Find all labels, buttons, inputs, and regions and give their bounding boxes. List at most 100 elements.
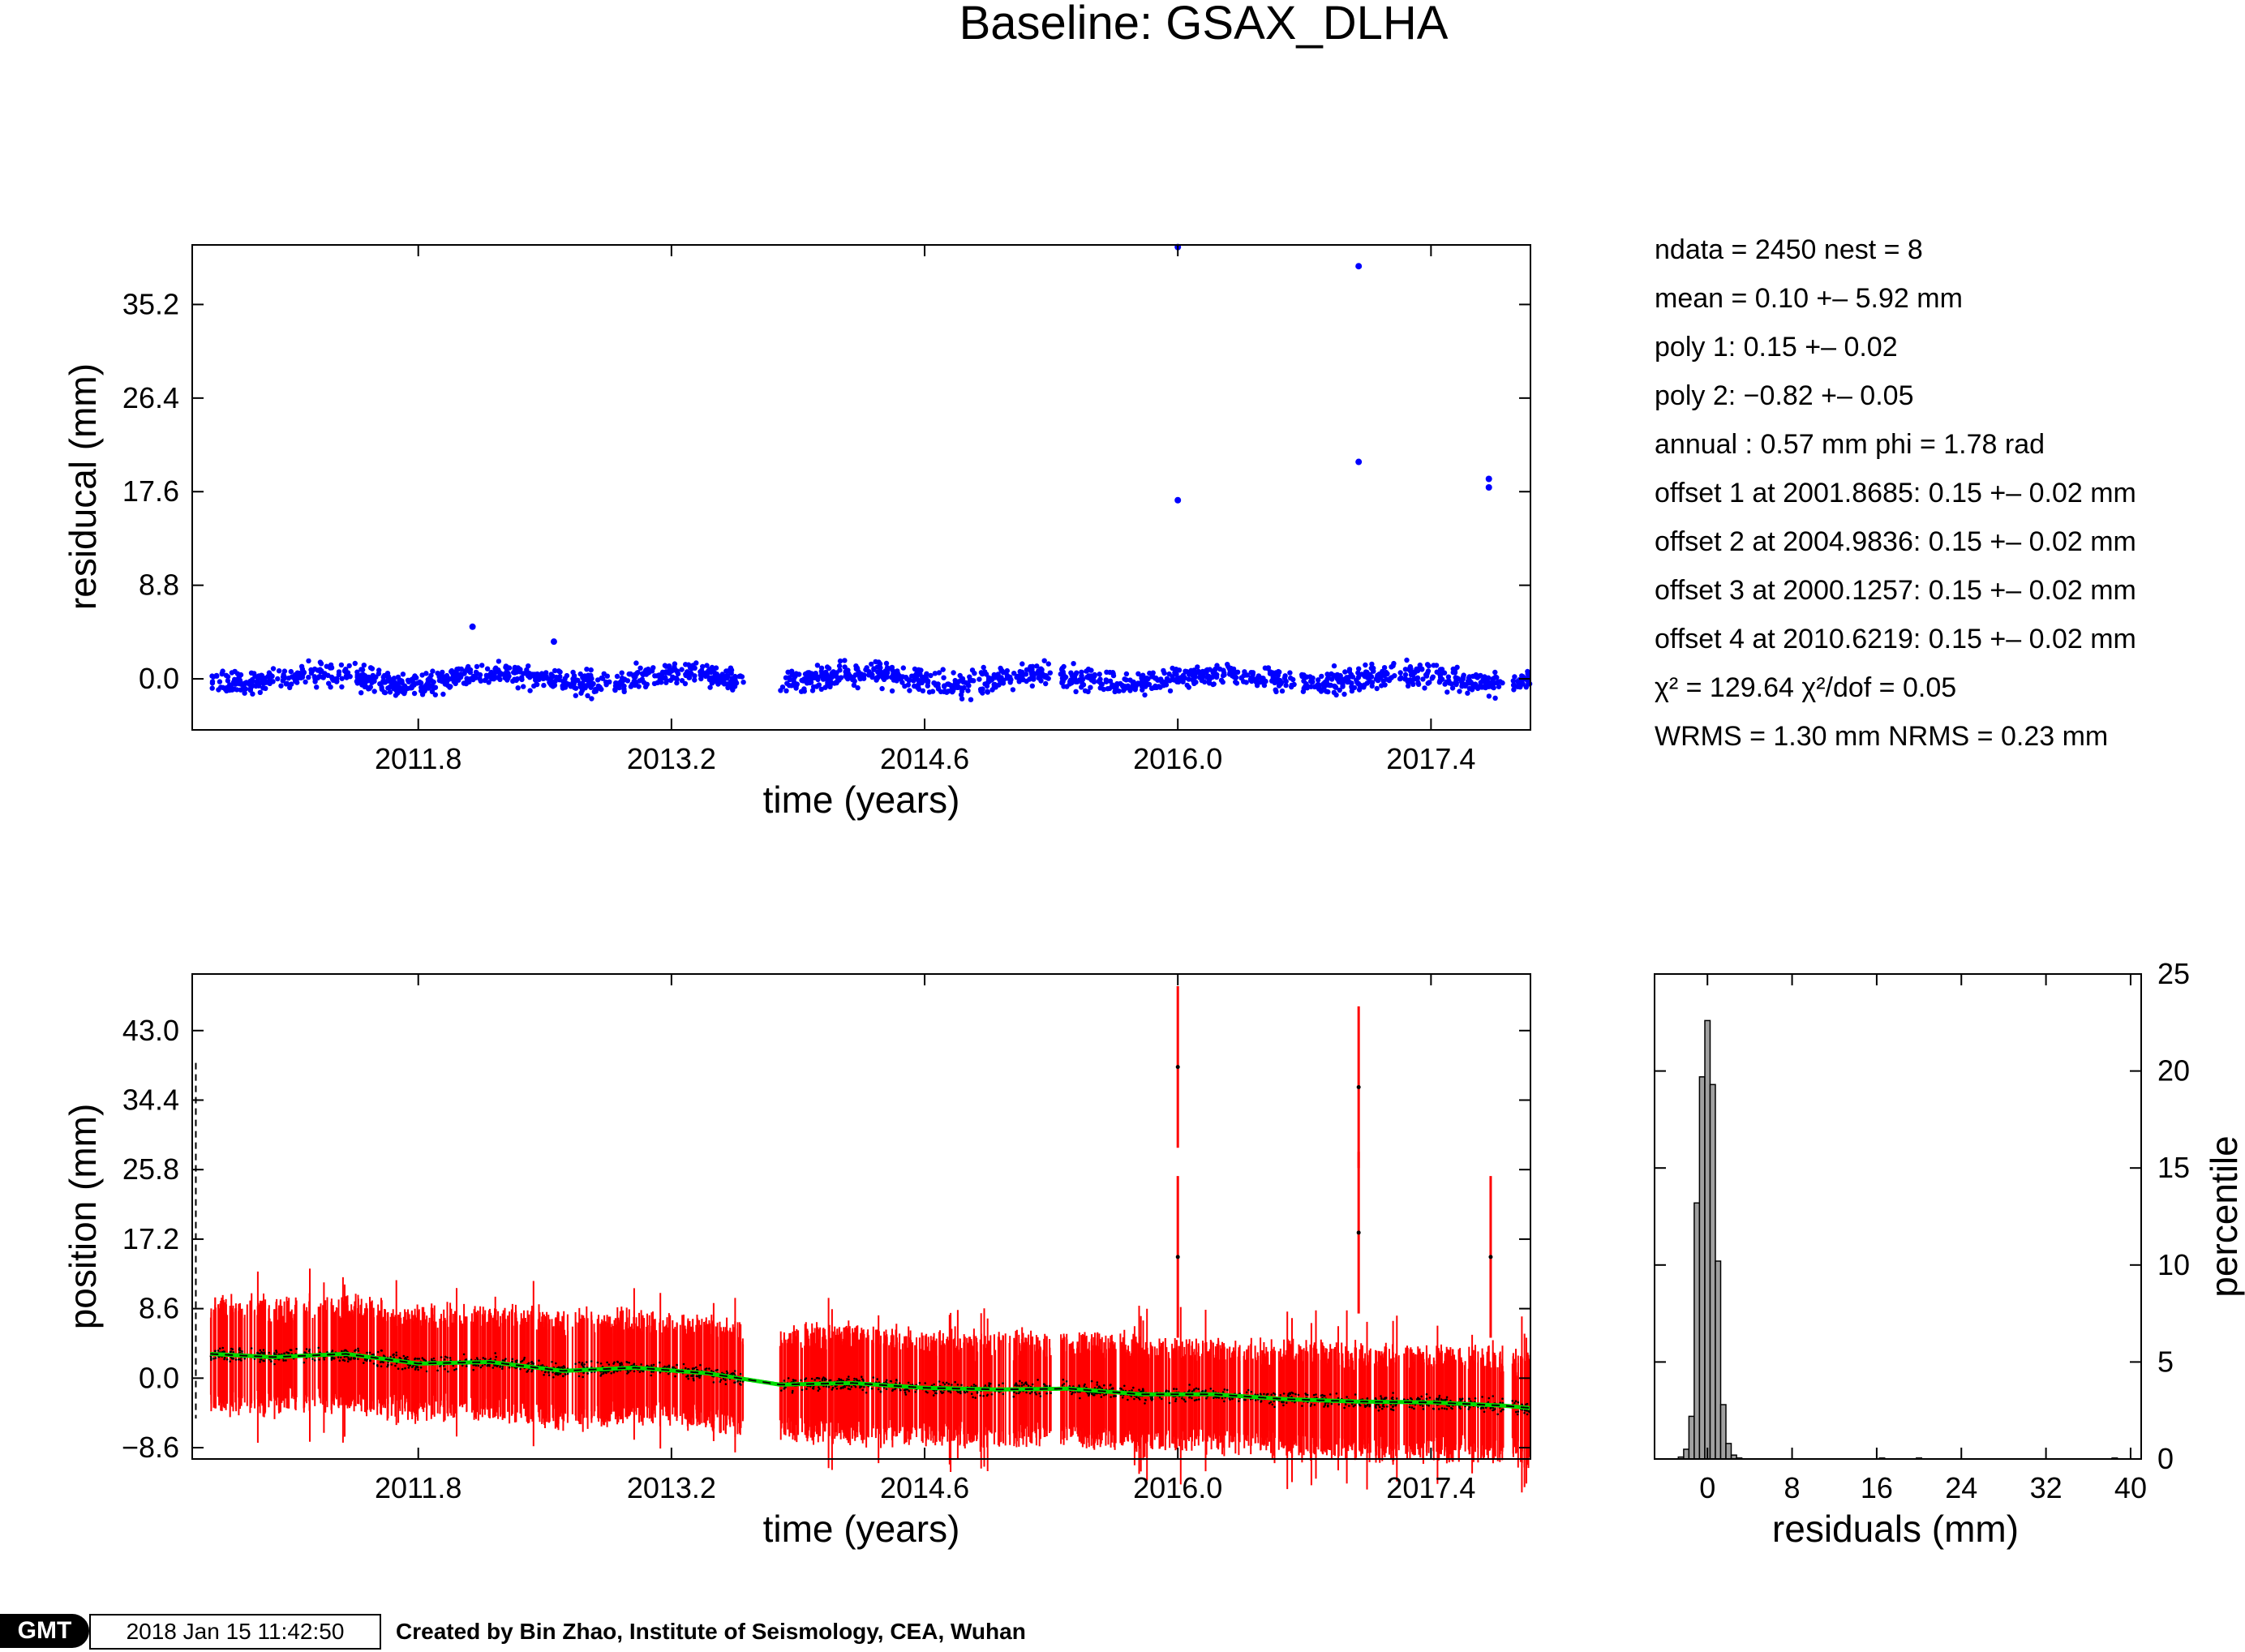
position-point [1410,1397,1412,1400]
position-point [501,1367,504,1370]
position-point [282,1359,285,1362]
residual-point [400,672,406,677]
position-point [289,1349,292,1351]
position-point [914,1391,916,1393]
residual-point [380,678,386,684]
position-point [947,1390,950,1392]
residual-point [571,681,577,687]
position-point [305,1348,308,1350]
position-point [423,1358,426,1361]
position-point [366,1351,368,1354]
position-point [1027,1384,1030,1387]
residual-point [1250,672,1256,677]
position-point [712,1381,715,1384]
position-point [674,1375,676,1378]
residual-point [473,669,479,676]
residual-point [1243,680,1249,685]
position-point [354,1349,356,1352]
position-point [825,1385,828,1388]
position-point [354,1357,357,1360]
position-point [1043,1384,1046,1386]
residual-point [1195,664,1200,670]
residual-point [989,677,994,683]
residual-point [720,679,727,684]
position-point [404,1356,407,1359]
residual-point [328,684,333,690]
position-point [886,1379,888,1382]
residual-point [467,676,474,682]
residual-point [1027,676,1032,682]
position-point [724,1383,728,1385]
position-point [733,1381,736,1384]
position-point [705,1367,708,1370]
position-point [268,1351,271,1354]
residual-point [793,682,800,689]
position-point [628,1362,631,1364]
residual-point [431,679,436,685]
residual-point [1424,671,1431,676]
residual-point [1433,663,1440,668]
residual-point [874,677,879,683]
residual-point [982,681,988,687]
position-point [449,1357,452,1359]
residual-point [1069,680,1075,686]
position-point [730,1372,733,1375]
residual-point [895,670,901,676]
residual-point [524,668,530,675]
residual-point [619,675,625,681]
position-point [625,1361,628,1363]
residual-point [543,673,549,680]
residual-point [995,672,1001,677]
position-point [638,1371,642,1373]
position-point [586,1361,588,1363]
residual-point [1045,661,1052,667]
residual-point [225,678,231,684]
position-point [508,1366,511,1369]
position-point [699,1363,702,1367]
position-point [259,1349,262,1352]
residual-point [281,668,288,674]
residual-point [1080,682,1087,688]
residual-point [354,676,361,682]
residual-point [1483,684,1488,691]
residual-point [1204,667,1210,672]
residual-point [352,660,358,667]
residual-point [826,666,832,672]
residual-point [1142,692,1148,698]
position-point [260,1351,263,1354]
residual-point [1362,673,1368,680]
position-point [483,1358,487,1360]
residual-point [827,684,833,689]
residual-point [1008,676,1014,683]
residual-plot-frame [191,244,1531,731]
residual-point [1402,676,1408,682]
position-point [907,1381,910,1384]
residual-panel: 2011.8 2013.2 2014.6 2016.0 2017.4 0.0 8.8 17.6… [62,243,1533,821]
position-point [620,1363,624,1366]
residual-point [820,676,826,682]
residual-point [935,682,941,689]
position-point [479,1366,483,1369]
position-point [287,1352,290,1354]
position-point [390,1363,393,1366]
position-point [523,1356,526,1359]
position-point [885,1380,887,1384]
position-point [401,1367,404,1371]
residual-point [818,686,824,692]
position-point [372,1353,376,1356]
residual-point [429,689,436,694]
residual-point [303,679,308,685]
residual-point [419,684,426,690]
residual-point [1441,670,1448,676]
position-point [606,1361,608,1364]
residual-point [1139,680,1145,686]
position-point [522,1358,526,1361]
position-point [710,1370,713,1372]
residual-point [1283,682,1289,689]
position-point [925,1390,927,1393]
residual-point [628,684,634,689]
residual-point [977,686,984,693]
residual-point [679,667,685,672]
residual-point [224,684,230,690]
residual-point [884,665,891,671]
